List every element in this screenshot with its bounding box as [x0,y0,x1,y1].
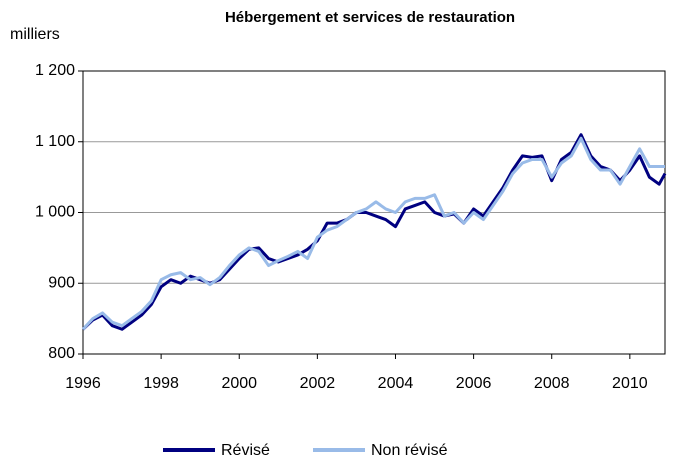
y-axis-label: milliers [10,26,60,43]
x-tick-label: 2000 [221,375,257,392]
x-tick-label: 2004 [378,375,414,392]
x-tick-label: 2002 [300,375,336,392]
y-tick-label: 1 200 [35,62,75,79]
y-tick-label: 1 000 [35,204,75,221]
chart-title: Hébergement et services de restauration [225,9,515,26]
legend-label: Non révisé [371,442,448,459]
line-series [81,136,665,331]
y-tick-label: 800 [48,345,75,362]
x-tick-label: 2008 [534,375,570,392]
plot-frame [82,70,666,355]
y-tick-label: 1 100 [35,133,75,150]
x-tick-label: 1998 [143,375,179,392]
legend-label: Révisé [221,442,270,459]
x-tick-label: 1996 [65,375,101,392]
y-tick-label: 900 [48,274,75,291]
x-tick-label: 2010 [612,375,648,392]
x-tick-label: 2006 [456,375,492,392]
line-series [81,133,667,331]
